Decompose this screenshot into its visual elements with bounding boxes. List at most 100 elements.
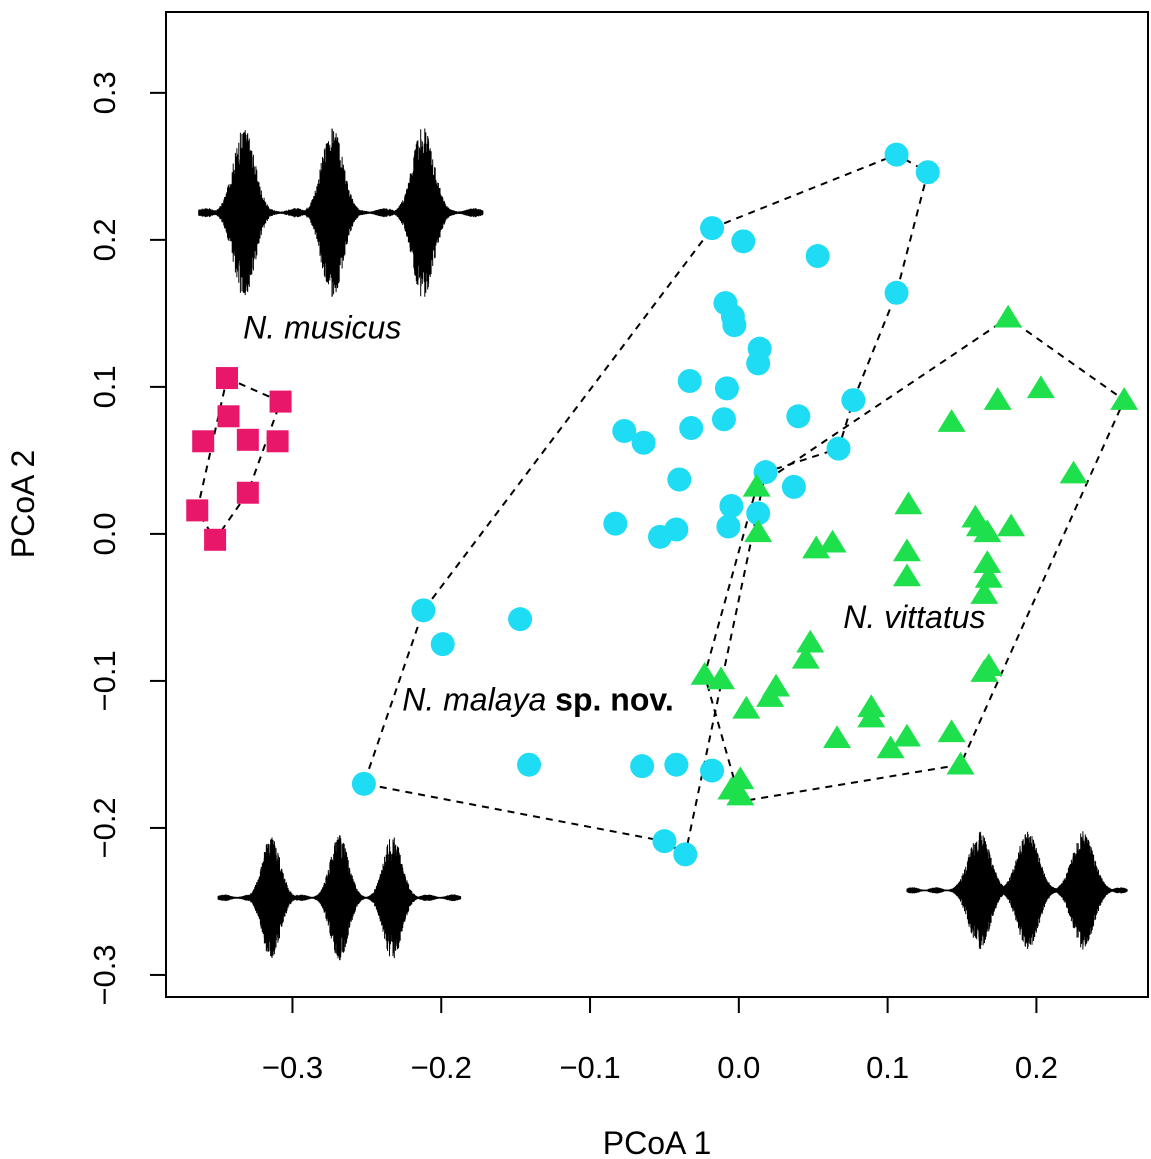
data-point-triangle	[1026, 375, 1055, 399]
data-point-circle	[508, 607, 533, 632]
y-axis: −0.3 −0.2 −0.1 0.0 0.1 0.2 0.3	[87, 71, 167, 1006]
data-point-triangle	[857, 704, 886, 728]
data-point-circle	[700, 216, 725, 241]
data-point-triangle	[892, 538, 921, 562]
y-tick-label: 0.2	[87, 218, 122, 261]
y-axis-title: PCoA 2	[5, 450, 41, 559]
data-point-circle	[411, 598, 436, 623]
hull-outline	[196, 376, 282, 542]
x-axis: −0.3 −0.2 −0.1 0.0 0.1 0.2	[262, 996, 1058, 1085]
data-point-square	[192, 430, 215, 453]
data-point-triangle	[937, 719, 966, 743]
data-point-circle	[679, 416, 704, 441]
x-tick-label: 0.2	[1015, 1050, 1058, 1085]
data-point-triangle	[1110, 387, 1139, 410]
group-label: N. malaya sp. nov.	[402, 681, 673, 717]
data-point-circle	[673, 842, 698, 867]
data-point-square	[204, 528, 227, 551]
data-point-square	[217, 405, 240, 428]
data-point-circle	[722, 313, 747, 338]
oscillogram-layer	[198, 128, 1128, 961]
data-point-circle	[603, 511, 628, 536]
data-point-circle	[351, 771, 376, 796]
data-point-circle	[612, 418, 637, 443]
data-point-circle	[805, 244, 830, 269]
x-tick-label: 0.1	[866, 1050, 909, 1085]
data-point-triangle	[690, 662, 719, 685]
data-point-square	[266, 430, 289, 453]
data-point-circle	[719, 493, 744, 518]
data-point-circle	[631, 430, 656, 455]
y-tick-label: −0.2	[87, 797, 122, 858]
data-point-square	[269, 390, 292, 413]
data-point-triangle	[732, 695, 761, 719]
data-point-triangle	[802, 535, 831, 559]
data-point-circle	[517, 752, 542, 777]
data-point-triangle	[946, 751, 975, 775]
hull-outline	[362, 153, 929, 857]
y-tick-label: 0.3	[87, 71, 122, 114]
data-point-circle	[664, 752, 689, 777]
data-point-circle	[841, 388, 866, 413]
x-tick-label: −0.3	[262, 1050, 323, 1085]
data-point-triangle	[937, 409, 966, 432]
data-point-triangle	[970, 659, 999, 682]
data-point-square	[236, 428, 259, 451]
data-point-triangle	[974, 565, 1003, 588]
data-point-circle	[647, 524, 672, 549]
x-tick-label: −0.2	[411, 1050, 472, 1085]
data-point-square	[186, 499, 209, 522]
data-point-triangle	[983, 387, 1012, 410]
data-point-circle	[915, 160, 940, 185]
x-axis-title: PCoA 1	[603, 1125, 712, 1159]
data-point-circle	[786, 404, 811, 429]
annotation-layer: N. musicus N. malaya sp. nov. N. vittatus	[243, 309, 985, 717]
x-tick-label: 0.0	[717, 1050, 760, 1085]
y-tick-label: 0.1	[87, 365, 122, 408]
data-point-circle	[430, 632, 455, 657]
y-tick-label: −0.1	[87, 650, 122, 711]
data-point-triangle	[892, 563, 921, 587]
data-point-triangle	[756, 684, 785, 707]
x-tick-label: −0.1	[559, 1050, 620, 1085]
data-point-circle	[753, 460, 778, 485]
data-point-circle	[714, 376, 739, 401]
data-point-triangle	[892, 723, 921, 747]
data-point-circle	[711, 407, 736, 432]
data-point-triangle	[796, 629, 825, 653]
data-point-circle	[667, 467, 692, 492]
data-point-circle	[884, 142, 909, 167]
data-point-triangle	[973, 550, 1002, 574]
data-point-circle	[716, 514, 741, 539]
data-point-triangle	[1059, 460, 1088, 484]
oscillogram-waveform	[198, 128, 484, 297]
group-label: N. vittatus	[843, 599, 985, 635]
data-point-triangle	[742, 473, 771, 497]
data-point-triangle	[997, 513, 1026, 537]
data-point-triangle	[876, 735, 905, 759]
oscillogram-waveform	[217, 835, 462, 961]
data-point-circle	[700, 758, 725, 783]
data-point-triangle	[973, 519, 1002, 543]
y-tick-label: −0.3	[87, 944, 122, 1005]
data-point-circle	[884, 280, 909, 305]
data-point-circle	[677, 369, 702, 394]
y-tick-label: 0.0	[87, 512, 122, 555]
data-point-circle	[630, 754, 655, 779]
data-point-square	[236, 481, 259, 504]
data-point-triangle	[726, 782, 755, 806]
data-point-triangle	[823, 725, 852, 749]
data-point-triangle	[706, 666, 735, 690]
oscillogram-waveform	[906, 831, 1128, 950]
data-point-triangle	[818, 529, 847, 553]
data-point-triangle	[744, 519, 773, 543]
data-point-triangle	[894, 491, 923, 515]
data-point-circle	[826, 436, 851, 461]
data-point-triangle	[791, 645, 820, 669]
data-point-circle	[746, 351, 771, 376]
data-point-circle	[731, 229, 756, 254]
data-point-circle	[781, 474, 806, 499]
data-point-circle	[746, 501, 771, 526]
data-point-triangle	[994, 304, 1023, 328]
